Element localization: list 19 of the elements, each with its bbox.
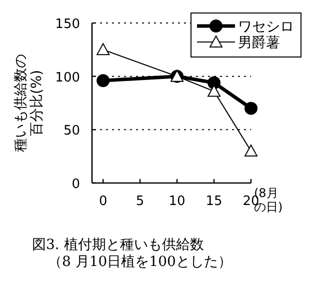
point — [96, 74, 110, 88]
text: （8 月10日植を100とした） — [48, 254, 232, 270]
y-tick-label: 150 — [55, 17, 80, 32]
text: 図3. 植付期と種いも供給数 — [32, 237, 204, 253]
y-tick-label: 50 — [63, 124, 80, 139]
legend-label: 男爵薯 — [238, 35, 280, 51]
point — [96, 43, 110, 56]
y-axis-title: 種いも供給数の百分比(%) — [13, 54, 45, 152]
x-tick-label: 0 — [98, 194, 108, 209]
x-tick-label: 10 — [168, 194, 186, 209]
point — [208, 76, 221, 90]
y-tick-label: 0 — [72, 177, 80, 192]
point — [208, 84, 221, 97]
x-tick-label: 5 — [136, 194, 144, 209]
legend-label: ワセシロ — [238, 19, 294, 35]
y-tick-label: 100 — [55, 70, 80, 86]
point — [244, 102, 258, 115]
point — [244, 144, 258, 156]
x-tick-label: 15 — [206, 194, 222, 209]
